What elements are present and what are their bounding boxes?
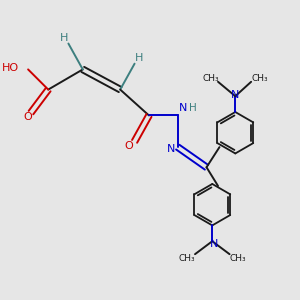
Text: CH₃: CH₃ [230,254,247,263]
Text: HO: HO [2,63,20,73]
Text: N: N [209,239,218,249]
Text: O: O [24,112,32,122]
Text: H: H [189,103,196,113]
Text: N: N [231,90,239,100]
Text: H: H [60,33,68,43]
Text: O: O [124,141,133,151]
Text: N: N [179,103,187,113]
Text: N: N [167,144,176,154]
Text: CH₃: CH₃ [202,74,219,83]
Text: CH₃: CH₃ [251,74,268,83]
Text: CH₃: CH₃ [178,254,195,263]
Text: H: H [135,53,143,63]
